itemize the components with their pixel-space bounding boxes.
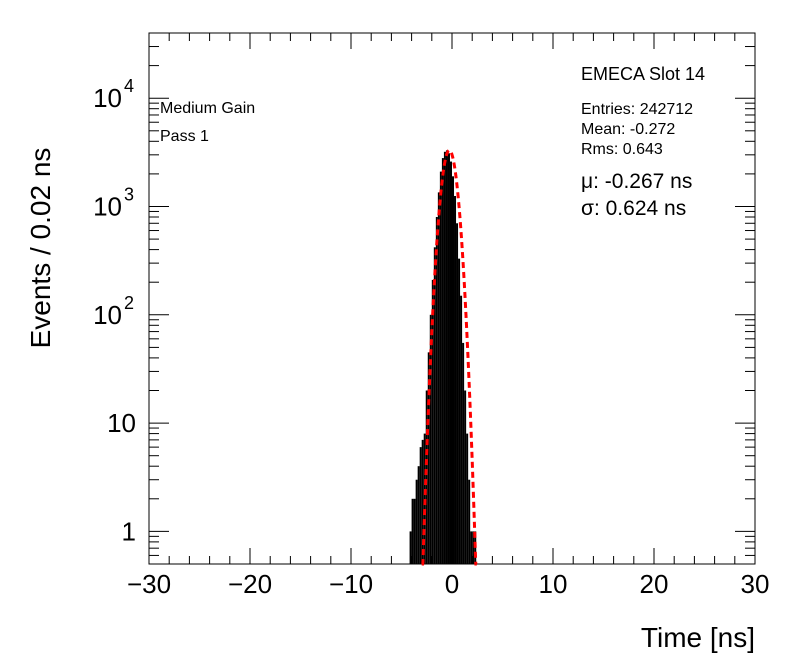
stats-rms: Rms: 0.643 — [581, 141, 663, 158]
histogram-bar — [470, 531, 473, 564]
gaussian-fit — [421, 148, 478, 566]
histogram-bar — [437, 192, 440, 565]
histogram-bar — [462, 342, 465, 564]
histogram-bar — [441, 158, 444, 565]
histogram-bar — [464, 390, 467, 564]
histogram-bar — [445, 150, 448, 564]
stats-entries: Entries: 242712 — [581, 101, 693, 118]
x-axis-title: Time [ns] — [641, 622, 755, 653]
histogram-bar — [433, 247, 436, 564]
histogram-bar — [409, 531, 412, 564]
stats-title: EMECA Slot 14 — [581, 64, 705, 84]
histogram-bar — [466, 433, 469, 564]
histogram-bar — [429, 314, 432, 564]
histogram-bar — [449, 161, 452, 564]
histogram-bar — [419, 447, 422, 564]
x-tick-label: −10 — [329, 569, 373, 599]
histogram-bar — [427, 352, 430, 564]
histogram-bar — [443, 151, 446, 564]
histogram-bar — [425, 390, 428, 564]
histogram-bar — [452, 176, 455, 564]
y-axis-title: Events / 0.02 ns — [25, 148, 56, 349]
histogram-bar — [458, 258, 461, 564]
gain-label: Medium Gain — [160, 100, 255, 117]
histogram-bar — [413, 498, 416, 564]
x-axis: −30 −20 −10 0 10 20 30 — [127, 33, 770, 599]
histogram-bar — [415, 479, 418, 564]
histogram-bar — [468, 479, 471, 564]
histogram-bar — [456, 223, 459, 564]
x-tick-label: −30 — [127, 569, 171, 599]
y-tick-label: 10 — [93, 83, 122, 113]
histogram-bar — [447, 153, 450, 564]
histogram-bar — [435, 216, 438, 565]
x-tick-label: 10 — [539, 569, 568, 599]
histogram-bar — [411, 498, 414, 564]
y-tick-label: 10 — [93, 300, 122, 330]
histogram-bar — [460, 295, 463, 564]
y-tick-exponent: 2 — [124, 293, 134, 313]
histogram-bar — [439, 171, 442, 564]
histogram-bar — [417, 466, 420, 564]
fit-sigma: σ: 0.624 ns — [581, 197, 686, 220]
x-tick-label: −20 — [228, 569, 272, 599]
y-tick-exponent: 3 — [124, 185, 134, 205]
histogram-bar — [423, 433, 426, 564]
histogram-bar — [421, 439, 424, 564]
x-tick-label: 0 — [445, 569, 459, 599]
histogram-bar — [472, 531, 475, 564]
y-tick-label: 10 — [107, 408, 136, 438]
pass-label: Pass 1 — [160, 128, 209, 145]
y-tick-exponent: 4 — [124, 76, 134, 96]
y-tick-label: 10 — [93, 192, 122, 222]
x-tick-label: 30 — [741, 569, 770, 599]
x-tick-label: 20 — [640, 569, 669, 599]
fit-curve — [421, 148, 478, 566]
histogram-bar — [431, 279, 434, 564]
histogram-bar — [454, 196, 457, 564]
histogram-bars — [409, 150, 477, 565]
fit-mu: μ: -0.267 ns — [581, 170, 692, 193]
stats-mean: Mean: -0.272 — [581, 121, 675, 138]
y-tick-label: 1 — [122, 516, 136, 546]
